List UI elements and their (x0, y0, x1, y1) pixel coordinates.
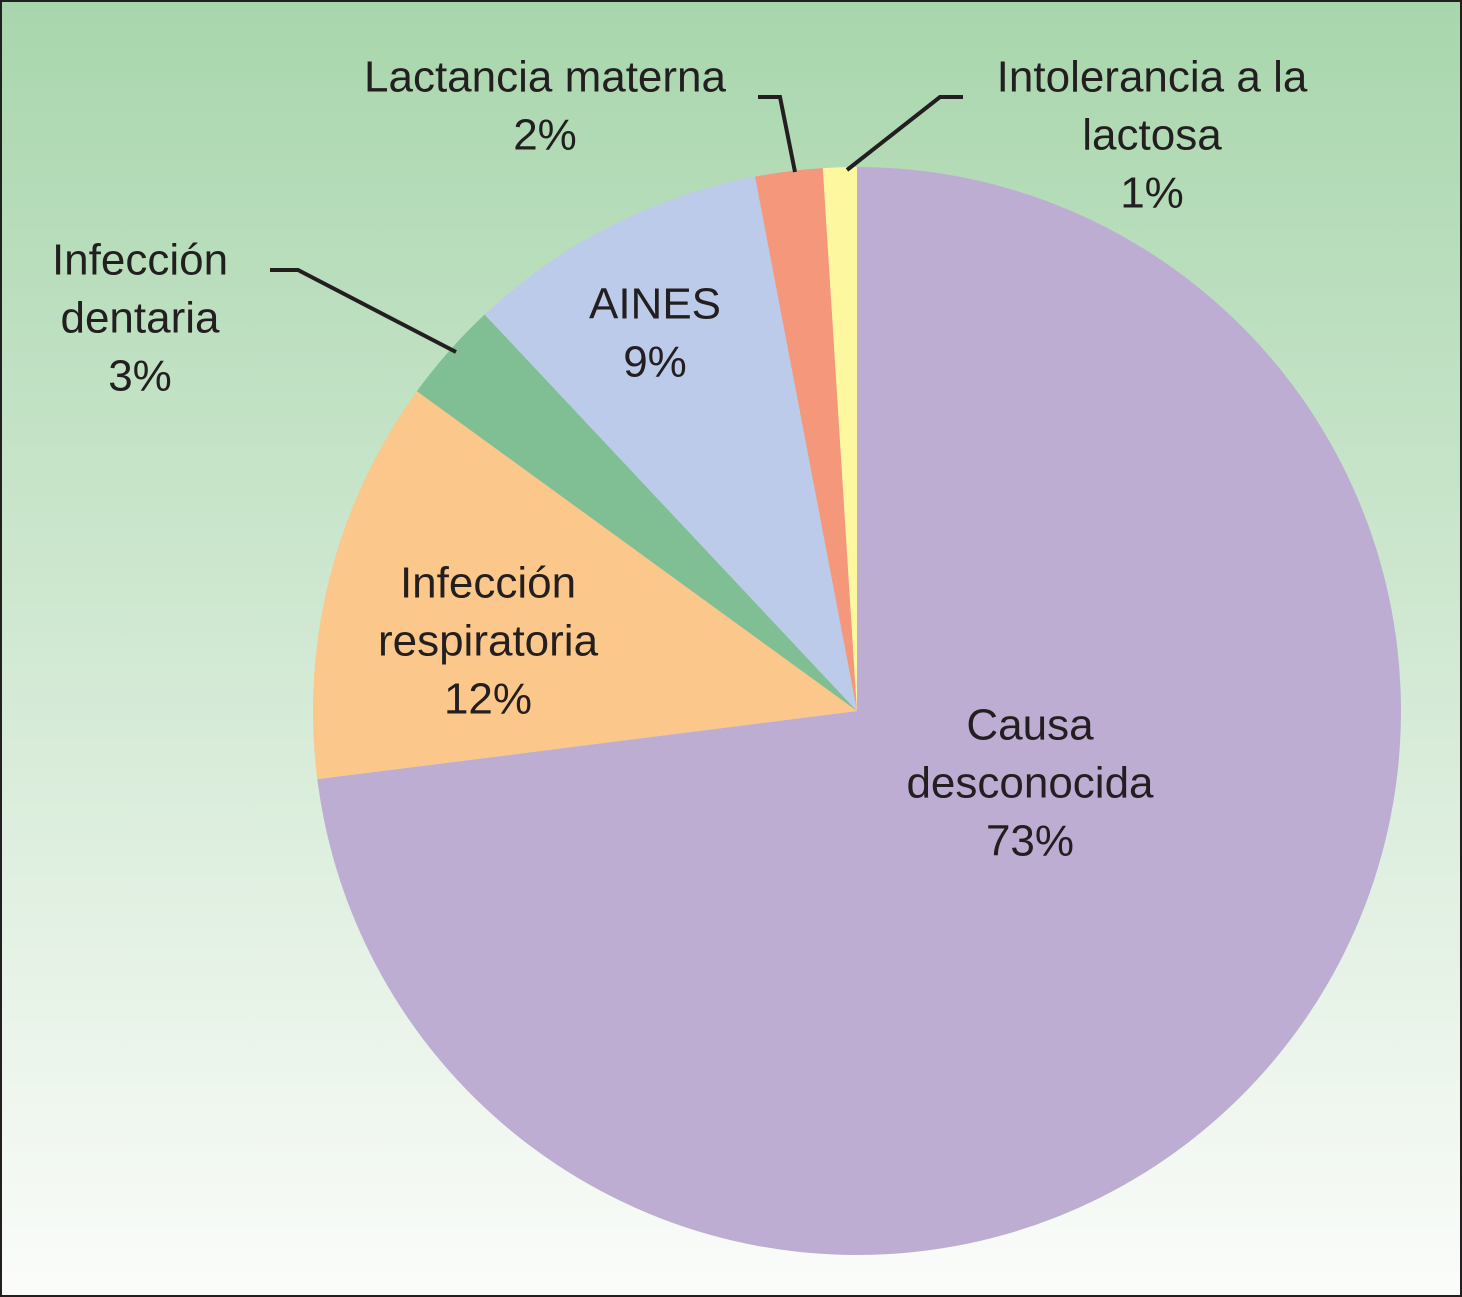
value-label: 3% (108, 352, 172, 401)
slice-label: Infección (400, 559, 576, 608)
leader-line (758, 95, 797, 173)
pie-slice (317, 167, 1402, 1255)
slice-label: Lactancia materna (364, 53, 727, 102)
slice-label: AINES (589, 280, 721, 329)
leader-line (845, 95, 963, 172)
slice-label: desconocida (906, 759, 1154, 808)
value-label: 1% (1120, 169, 1184, 218)
slice-label: Causa (966, 701, 1094, 750)
labels: Causa desconocida 73% Infección respiratoria… (52, 53, 1308, 866)
slice-label: Intolerancia a la (997, 53, 1308, 102)
slice-label: lactosa (1082, 111, 1222, 160)
slice-label: respiratoria (378, 617, 599, 666)
leader-line (270, 268, 457, 354)
value-label: 12% (444, 675, 532, 724)
pie-slice (822, 167, 857, 711)
pie-slice (484, 176, 857, 711)
value-label: 9% (623, 338, 687, 387)
slice-label: dentaria (60, 294, 220, 343)
pie (313, 167, 1402, 1255)
value-label: 73% (986, 817, 1074, 866)
slice-label: Infección (52, 236, 228, 285)
pie-slice (313, 391, 858, 780)
pie-slice (416, 314, 857, 711)
value-label: 2% (513, 111, 577, 160)
pie-slice (755, 168, 857, 711)
